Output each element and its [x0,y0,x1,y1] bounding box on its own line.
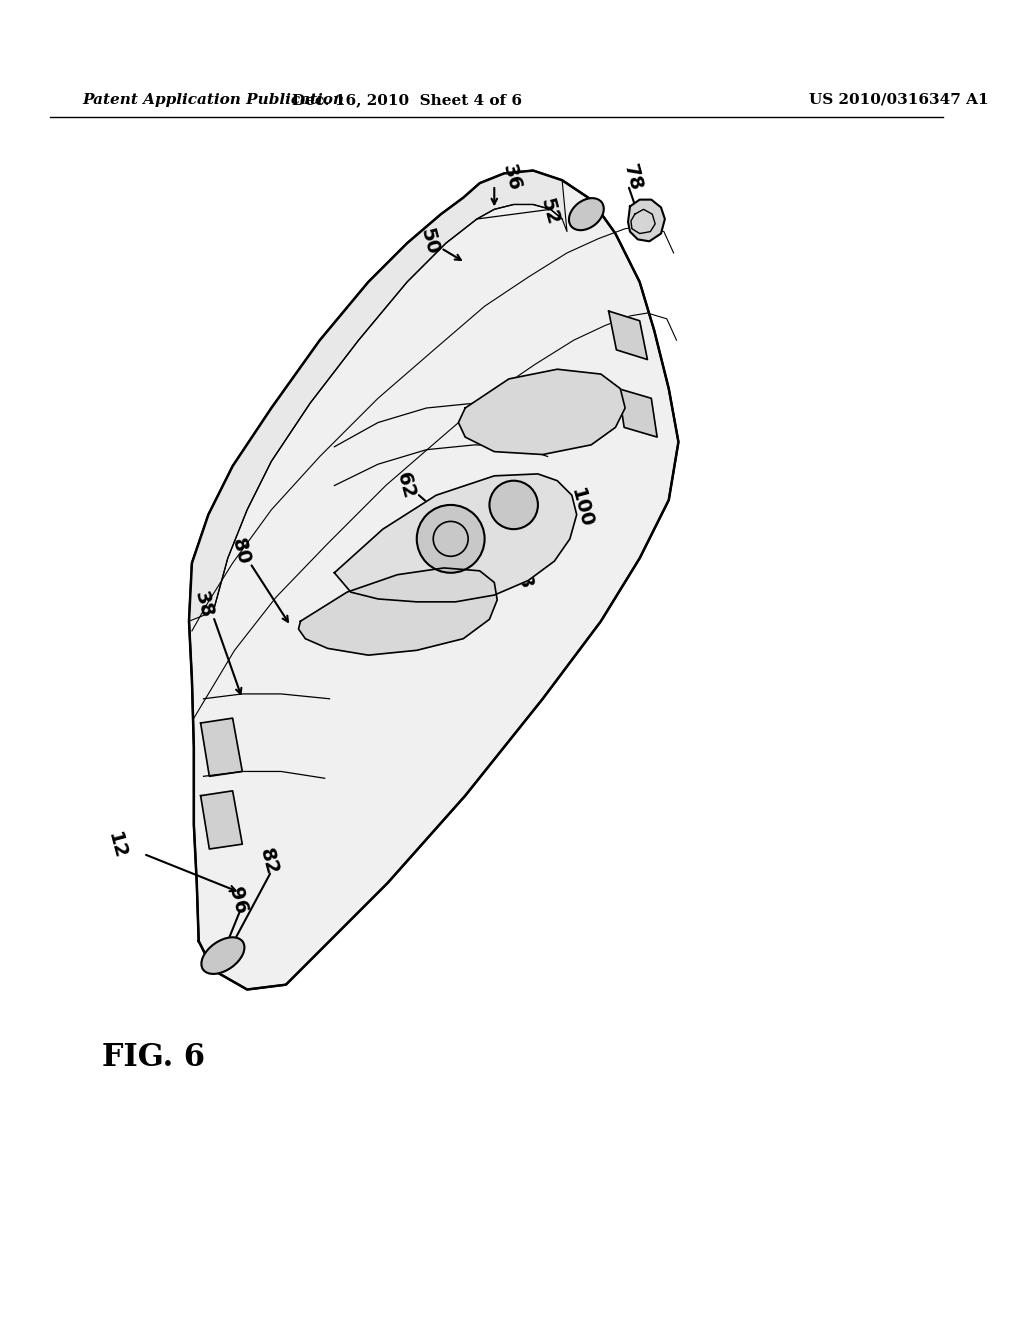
Circle shape [489,480,538,529]
Polygon shape [628,199,665,242]
Polygon shape [299,568,498,655]
Text: FIG. 6: FIG. 6 [101,1041,205,1073]
Polygon shape [618,388,657,437]
Ellipse shape [202,937,245,974]
Text: 100: 100 [567,486,596,529]
Polygon shape [201,791,243,849]
Polygon shape [459,370,625,454]
Text: 12: 12 [103,830,129,862]
Text: Patent Application Publication: Patent Application Publication [82,92,344,107]
Text: 96: 96 [225,884,250,916]
Text: 78: 78 [621,162,646,193]
Text: 52: 52 [537,197,562,228]
Polygon shape [201,718,243,776]
Ellipse shape [569,198,604,230]
Text: 36: 36 [499,162,524,193]
Text: 50: 50 [417,226,442,257]
Text: 38: 38 [190,589,216,620]
Text: Dec. 16, 2010  Sheet 4 of 6: Dec. 16, 2010 Sheet 4 of 6 [292,92,522,107]
Circle shape [417,506,484,573]
Text: 82: 82 [256,846,282,878]
Text: 80: 80 [227,536,253,568]
Text: US 2010/0316347 A1: US 2010/0316347 A1 [809,92,989,107]
Polygon shape [335,474,577,602]
Polygon shape [189,170,567,622]
Polygon shape [189,170,679,990]
Text: 62: 62 [392,470,418,502]
Polygon shape [608,312,647,359]
Text: 48: 48 [510,560,536,590]
